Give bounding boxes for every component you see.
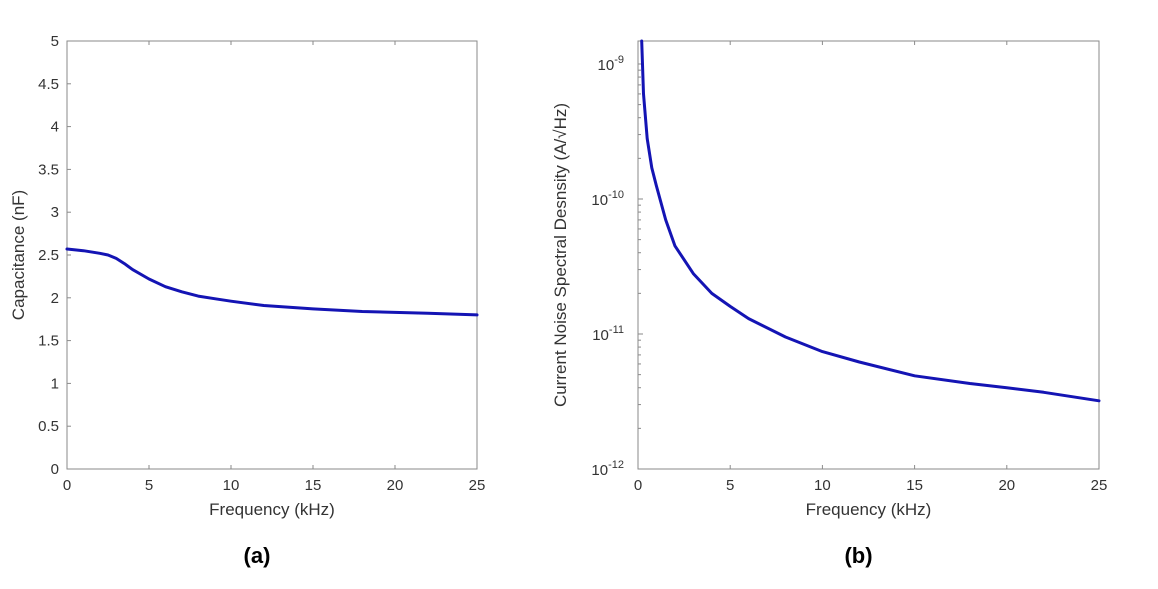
y-tick-base: 10 [591, 192, 608, 209]
x-tick-label: 10 [814, 477, 831, 494]
x-tick-label: 0 [63, 477, 71, 494]
y-tick-label: 3 [51, 204, 59, 221]
y-tick-label: 10-10 [591, 189, 624, 209]
y-tick-label: 5 [51, 33, 59, 50]
x-axis-label: Frequency (kHz) [209, 500, 335, 519]
x-tick-label: 25 [469, 477, 486, 494]
x-tick-label: 20 [387, 477, 404, 494]
y-tick-label: 4 [51, 119, 59, 136]
y-axis-label: Current Noise Spectral Desnsity (A/√Hz) [551, 103, 570, 407]
y-tick-label: 0 [51, 461, 59, 478]
y-tick-exponent: -9 [614, 54, 624, 66]
y-tick-base: 10 [592, 327, 609, 344]
y-tick-label: 10-12 [591, 459, 624, 479]
y-tick-label: 1 [51, 375, 59, 392]
y-tick-label: 1.5 [38, 333, 59, 350]
panel-caption: (a) [244, 543, 271, 568]
y-tick-label: 2.5 [38, 247, 59, 264]
chart-a-capacitance: 0 5 10 15 20 25 0 0.5 1 1.5 2 2.5 3 3.5 4 4.5 5 Frequency… [9, 33, 485, 568]
x-tick-label: 15 [305, 477, 322, 494]
y-tick-exponent: -11 [609, 324, 624, 336]
y-tick-label: 10-11 [592, 324, 624, 344]
x-axis-label: Frequency (kHz) [806, 500, 932, 519]
y-tick-base: 10 [591, 462, 608, 479]
x-tick-label: 0 [634, 477, 642, 494]
data-series-line [65, 247, 479, 317]
y-tick-label: 3.5 [38, 161, 59, 178]
x-tick-label: 10 [223, 477, 240, 494]
y-tick-base: 10 [598, 57, 615, 74]
y-tick-label: 2 [51, 290, 59, 307]
y-axis-label: Capacitance (nF) [9, 190, 28, 320]
plot-frame [637, 40, 1100, 470]
x-tick-label: 5 [145, 477, 153, 494]
y-tick-exponent: -12 [608, 459, 624, 471]
x-tick-label: 15 [906, 477, 923, 494]
x-tick-label: 20 [998, 477, 1015, 494]
plot-frame [66, 40, 478, 470]
x-tick-label: 5 [726, 477, 734, 494]
y-tick-label: 4.5 [38, 76, 59, 93]
y-tick-label: 0.5 [38, 418, 59, 435]
x-tick-label: 25 [1091, 477, 1108, 494]
y-tick-label: 10-9 [598, 54, 624, 74]
panel-caption: (b) [844, 543, 872, 568]
data-series-line [640, 39, 1101, 403]
y-tick-exponent: -10 [608, 189, 624, 201]
